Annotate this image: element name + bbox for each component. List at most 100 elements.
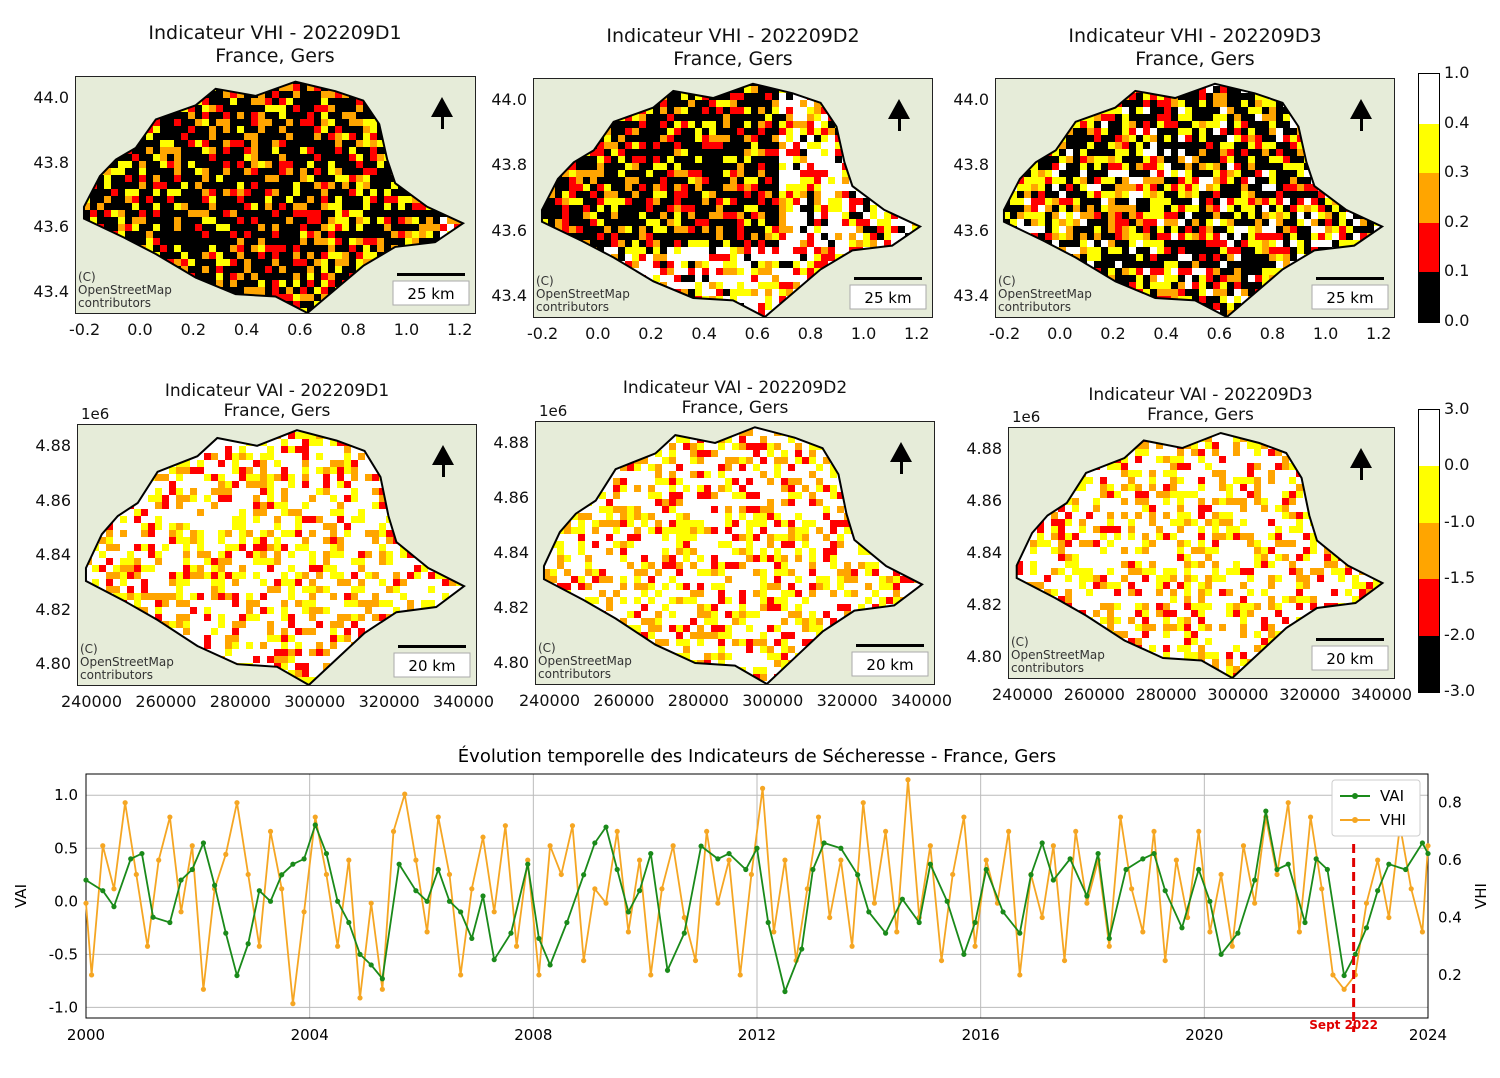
x-tick-label: 2024 [1409, 1026, 1447, 1044]
data-point-vhi [558, 871, 564, 878]
data-point-vai [128, 856, 134, 862]
data-point-vai [536, 935, 542, 942]
svg-text:OpenStreetMap: OpenStreetMap [536, 287, 630, 301]
chart-legend: VAI VHI [1331, 779, 1421, 837]
data-point-vhi [625, 929, 631, 935]
map-xtick: 240000 [519, 691, 581, 710]
svg-text:OpenStreetMap: OpenStreetMap [78, 283, 172, 297]
data-point-vai [944, 898, 950, 904]
data-point-vhi [1140, 929, 1146, 935]
y-tick-label: -0.5 [49, 945, 78, 963]
y-axis-label: VAI [12, 884, 30, 908]
colorbar-tick: 0.3 [1444, 162, 1470, 182]
data-point-vai [1363, 925, 1370, 931]
data-point-vai [1196, 866, 1202, 873]
map-ytick: 43.8 [33, 152, 69, 172]
data-point-vai [564, 919, 570, 926]
data-point-vai [357, 951, 363, 957]
map-xtick: 0.0 [585, 324, 611, 343]
vhi-map: 25 km (C) OpenStreetMap contributors [75, 76, 476, 314]
data-point-vhi [726, 857, 732, 863]
data-point-vhi [972, 943, 978, 949]
data-point-vai [916, 919, 922, 926]
data-point-vai [983, 866, 989, 873]
data-point-vai [446, 898, 453, 904]
plot-frame [85, 773, 1429, 1019]
data-point-vai [279, 872, 285, 878]
colorbar-segment [1419, 466, 1439, 523]
north-arrow-icon [1350, 448, 1372, 480]
data-point-vai [245, 941, 251, 947]
data-point-vai [592, 840, 598, 846]
vai-map: 20 km (C) OpenStreetMap contributors [535, 421, 935, 685]
data-point-vhi [1162, 957, 1168, 964]
map-xtick: 0.4 [1153, 324, 1179, 343]
map-xtick: 0.6 [744, 324, 771, 343]
data-point-vai [603, 824, 609, 830]
data-point-vhi [681, 914, 687, 921]
colorbar-segment [1419, 635, 1439, 692]
data-point-vhi [1252, 900, 1258, 906]
data-point-vai [698, 843, 704, 849]
map-ytick: 43.8 [491, 155, 527, 175]
data-point-vhi [402, 791, 408, 797]
data-point-vai [1285, 861, 1291, 867]
data-point-vhi [133, 871, 139, 878]
data-point-vhi [871, 900, 878, 906]
data-point-vai [480, 893, 486, 899]
data-point-vhi [234, 800, 240, 806]
data-point-vai [83, 877, 89, 883]
map-ytick: 4.86 [493, 488, 529, 507]
map-xtick: 240000 [992, 685, 1054, 704]
map-xtick: 340000 [891, 691, 953, 710]
data-point-vhi [1117, 814, 1124, 820]
map-ytick: 4.88 [493, 433, 529, 452]
colorbar-tick: 0.2 [1444, 211, 1470, 231]
data-point-vai [1252, 877, 1258, 883]
data-point-vhi [782, 857, 788, 863]
scale-bar: 20 km [851, 644, 929, 677]
map-xtick: 0.4 [233, 320, 260, 339]
map-ytick: 4.84 [966, 543, 1002, 562]
map-xtick: 0.2 [1100, 324, 1126, 343]
map-xtick: 260000 [593, 691, 655, 710]
data-point-vhi [88, 972, 95, 978]
data-point-vhi [1129, 886, 1135, 892]
data-point-vai [290, 861, 296, 867]
data-point-vhi [894, 929, 900, 935]
data-point-vai [1313, 856, 1319, 862]
data-point-vhi [346, 857, 352, 863]
data-point-vhi [581, 957, 587, 964]
series-line-vhi [85, 779, 1429, 1004]
map-ytick: 43.6 [33, 217, 69, 237]
data-point-vhi [905, 777, 911, 783]
map-ytick: 4.86 [35, 490, 71, 510]
data-point-vhi [636, 857, 643, 863]
data-point-vhi [1061, 957, 1068, 964]
data-point-vai [525, 861, 531, 867]
data-point-vhi [648, 972, 654, 978]
data-point-vai [715, 856, 721, 862]
map-ytick: 4.80 [35, 654, 71, 673]
map-xtick: 300000 [284, 692, 346, 711]
axis-multiplier: 1e6 [81, 405, 110, 423]
data-point-vhi [413, 857, 419, 863]
data-point-vhi [469, 886, 475, 892]
data-point-vai [625, 909, 631, 915]
data-point-vhi [1184, 914, 1191, 921]
map-ytick: 4.82 [35, 599, 71, 619]
map-xtick: 0.0 [1047, 324, 1073, 343]
data-point-vai [1000, 909, 1006, 915]
x-tick-label: 2008 [514, 1026, 552, 1044]
data-point-vhi [167, 814, 173, 820]
data-point-vai [1235, 930, 1241, 936]
data-point-vai [743, 866, 749, 873]
data-point-vai [1352, 951, 1358, 957]
data-point-vhi [1307, 814, 1314, 820]
data-point-vhi [692, 957, 699, 964]
data-point-vai [1095, 850, 1101, 857]
map-xtick: 1.0 [850, 324, 877, 343]
